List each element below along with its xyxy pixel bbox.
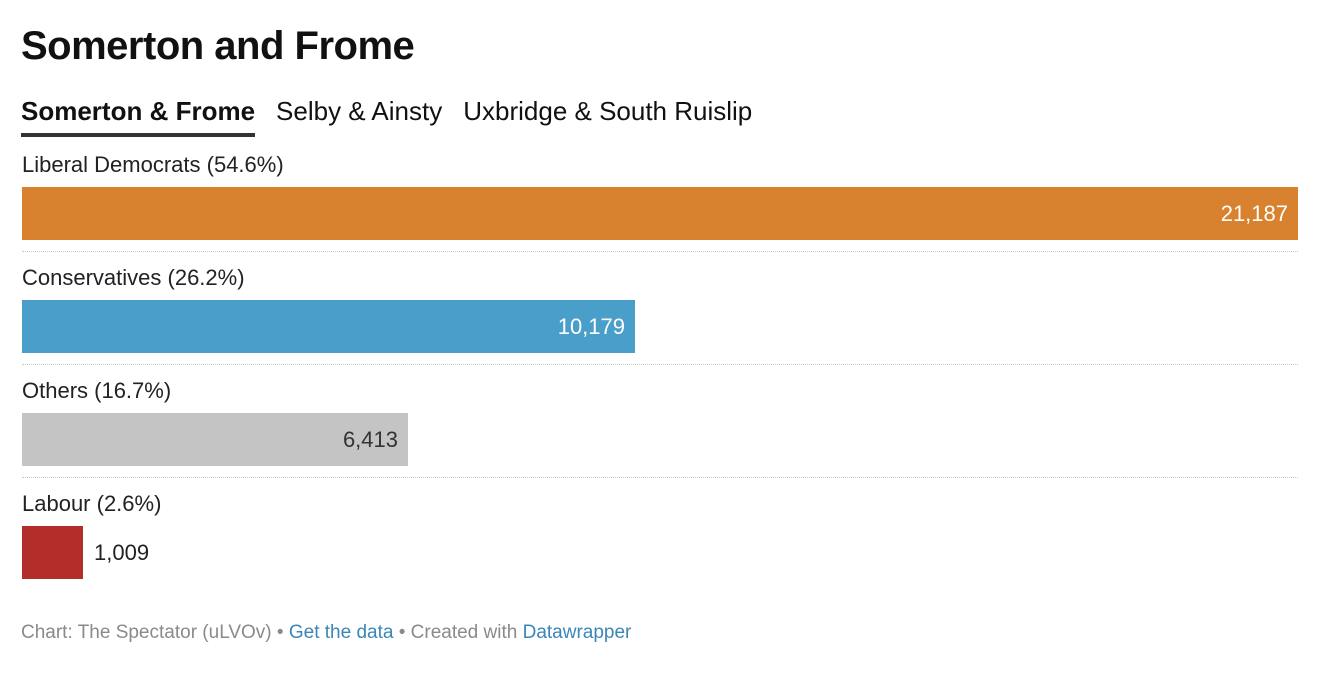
created-with-text: Created with bbox=[410, 622, 518, 643]
chart-title: Somerton and Frome bbox=[21, 24, 415, 68]
row-separator bbox=[22, 364, 1298, 365]
bar-value-label: 6,413 bbox=[342, 427, 398, 452]
bar bbox=[22, 300, 635, 353]
bar-chart: Liberal Democrats (54.6%) 21,187 Conservat… bbox=[22, 150, 1298, 602]
tab-selby-ainsty[interactable]: Selby & Ainsty bbox=[276, 96, 443, 126]
tab-somerton-frome[interactable]: Somerton & Frome bbox=[21, 96, 256, 137]
chart-footer: Chart: The Spectator (uLVOv) • Get the d… bbox=[21, 622, 631, 644]
bar-row: Others (16.7%) 6,413 bbox=[22, 376, 1298, 489]
bar-value-label: 10,179 bbox=[557, 314, 625, 339]
row-separator bbox=[22, 251, 1298, 252]
datawrapper-link[interactable]: Datawrapper bbox=[522, 622, 632, 643]
footer-separator: • bbox=[398, 622, 406, 643]
bar-value-label: 21,187 bbox=[1220, 201, 1288, 226]
bar-category-label: Others (16.7%) bbox=[22, 378, 172, 403]
bar-category-label: Liberal Democrats (54.6%) bbox=[22, 152, 284, 177]
bar-row: Labour (2.6%) 1,009 bbox=[22, 489, 1298, 602]
footer-separator: • bbox=[276, 622, 284, 643]
bar-category-label: Labour (2.6%) bbox=[22, 491, 162, 516]
get-the-data-link[interactable]: Get the data bbox=[288, 622, 394, 643]
bar bbox=[22, 187, 1298, 240]
bar-row: Conservatives (26.2%) 10,179 bbox=[22, 263, 1298, 376]
bar bbox=[22, 526, 83, 579]
bar-category-label: Conservatives (26.2%) bbox=[22, 265, 245, 290]
constituency-tabs: Somerton & Frome Selby & Ainsty Uxbridge… bbox=[21, 96, 752, 137]
source-credit: Chart: The Spectator (uLVOv) bbox=[21, 622, 272, 643]
bar bbox=[22, 413, 408, 466]
bar-row: Liberal Democrats (54.6%) 21,187 bbox=[22, 150, 1298, 263]
tab-uxbridge-south-ruislip[interactable]: Uxbridge & South Ruislip bbox=[463, 96, 753, 126]
row-separator bbox=[22, 477, 1298, 478]
bar-value-label: 1,009 bbox=[94, 540, 150, 565]
